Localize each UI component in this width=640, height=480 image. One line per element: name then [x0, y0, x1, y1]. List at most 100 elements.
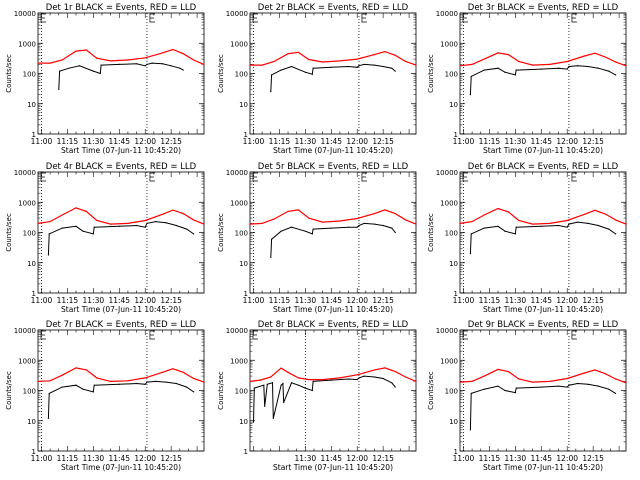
corner-e-marker-right [361, 330, 367, 340]
data-point-lld [161, 213, 164, 215]
y-tick-label: 100 [23, 71, 36, 79]
data-point-lld [415, 380, 417, 382]
data-point-events [92, 70, 94, 72]
corner-e-marker-right [361, 172, 367, 182]
data-point-lld [172, 48, 174, 51]
x-tick-label: 11:45 [108, 296, 130, 305]
data-point-lld [308, 217, 310, 219]
data-point-events [540, 68, 542, 70]
detector-panel-5: Det 5r BLACK = Events, RED = LLD 1 10 100 10… [217, 162, 417, 314]
data-point-events [587, 383, 589, 385]
data-point-events [118, 225, 120, 227]
corner-e-marker-left [462, 330, 468, 340]
data-point-events [304, 230, 306, 232]
y-tick-label: 10 [239, 418, 248, 426]
data-point-events [373, 223, 376, 225]
x-tick-label: 11:30 [295, 454, 317, 463]
y-axis-label: Counts/sec [217, 371, 225, 410]
data-point-lld [497, 52, 499, 54]
y-tick-label: 1000 [230, 357, 248, 365]
series-line-lld [38, 48, 205, 65]
y-tick-label: 1 [244, 131, 248, 139]
panel-title: Det 7r BLACK = Events, RED = LLD [46, 320, 197, 330]
y-tick-label: 1000 [18, 40, 36, 48]
data-point-events [576, 65, 579, 67]
data-point-events [382, 224, 384, 227]
x-tick-label: 12:15 [582, 137, 604, 146]
detector-panel-2: Det 2r BLACK = Events, RED = LLD 1 10 100 10… [217, 3, 417, 155]
y-tick-label: 10 [27, 101, 36, 109]
panel-title: Det 5r BLACK = Events, RED = LLD [258, 162, 409, 172]
x-tick-label: 11:15 [57, 137, 79, 146]
data-point-lld [182, 213, 184, 215]
data-point-events [290, 382, 293, 384]
data-point-events [47, 417, 49, 419]
x-axis-label: Start Time (07-Jun-11 10:45:20) [273, 146, 393, 155]
data-point-events [135, 63, 138, 65]
x-tick-label: 11:45 [108, 454, 130, 463]
data-point-events [78, 65, 81, 67]
y-tick-label: 1 [454, 290, 458, 298]
data-point-lld [471, 63, 473, 65]
data-point-lld [339, 60, 341, 62]
data-point-events [356, 66, 358, 68]
y-tick-label: 10000 [14, 10, 36, 18]
data-point-events [469, 94, 471, 96]
data-point-lld [261, 222, 263, 224]
data-point-events [540, 386, 542, 388]
data-point-events [515, 387, 517, 389]
data-point-events [182, 69, 184, 71]
data-point-events [252, 421, 255, 423]
y-tick-label: 1000 [440, 40, 458, 48]
data-point-events [170, 65, 172, 67]
data-point-lld [373, 369, 376, 371]
data-point-events [504, 230, 506, 232]
data-point-events [469, 429, 471, 431]
data-point-events [118, 383, 120, 385]
data-point-lld [287, 53, 289, 55]
y-tick-label: 100 [445, 388, 458, 396]
x-tick-label: 12:15 [372, 296, 394, 305]
data-point-lld [193, 59, 195, 61]
data-point-events [608, 70, 610, 72]
data-point-events [297, 384, 300, 386]
data-point-lld [532, 381, 534, 383]
y-tick-label: 1000 [440, 357, 458, 365]
data-point-events [615, 233, 617, 235]
data-point-lld [144, 57, 146, 59]
y-tick-label: 100 [235, 230, 248, 238]
data-point-events [356, 226, 358, 228]
series-line-events [270, 63, 396, 92]
data-point-events [146, 222, 148, 224]
y-axis-label: Counts/sec [217, 213, 225, 252]
data-point-lld [249, 380, 251, 382]
series-line-lld [459, 207, 627, 225]
data-point-lld [625, 382, 627, 384]
data-point-lld [287, 210, 289, 212]
corner-e-marker-right [149, 172, 155, 182]
data-point-events [608, 228, 610, 230]
corner-e-marker-left [252, 330, 258, 340]
data-point-lld [75, 367, 77, 369]
data-point-events [165, 381, 167, 383]
y-tick-label: 10 [449, 101, 458, 109]
data-point-events [615, 74, 617, 76]
y-tick-label: 1000 [440, 199, 458, 207]
data-point-lld [394, 371, 396, 373]
data-point-lld [61, 59, 63, 61]
data-point-lld [75, 50, 77, 52]
data-point-lld [37, 62, 39, 64]
data-point-lld [384, 50, 386, 53]
data-point-lld [182, 53, 184, 55]
y-tick-label: 10 [239, 260, 248, 268]
data-point-events [608, 388, 610, 390]
series-line-events [47, 380, 194, 419]
y-tick-label: 100 [445, 71, 458, 79]
corner-e-marker-left [252, 172, 258, 182]
data-point-events [154, 220, 157, 223]
x-tick-label: 12:00 [134, 454, 156, 463]
data-point-lld [507, 54, 510, 56]
x-tick-label: 12:15 [582, 296, 604, 305]
data-point-events [597, 224, 599, 227]
y-tick-label: 10000 [14, 169, 36, 177]
